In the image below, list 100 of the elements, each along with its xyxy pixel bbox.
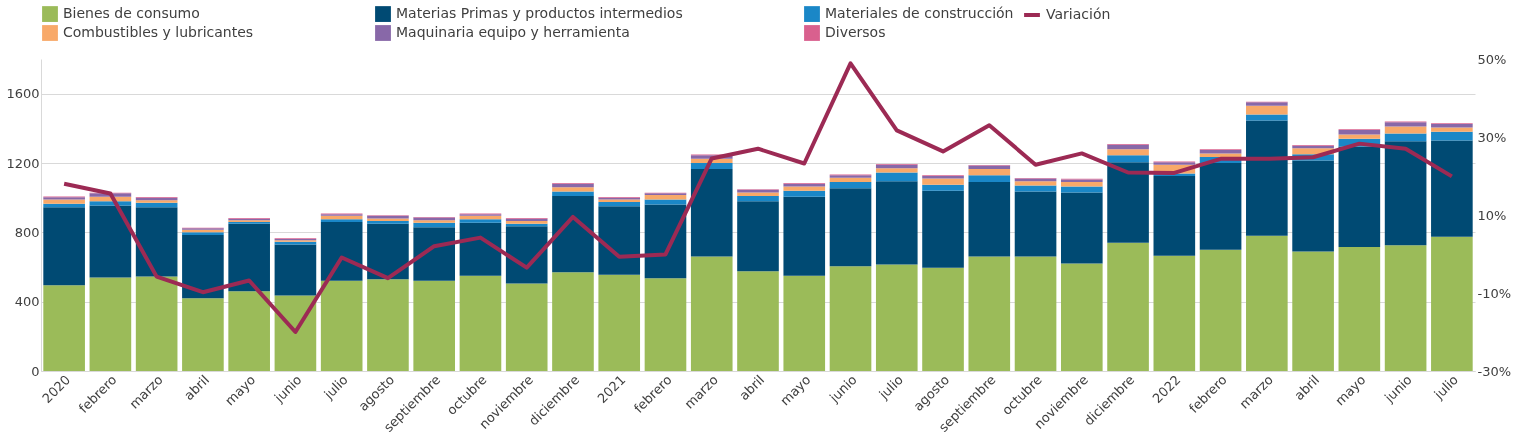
bar	[228, 223, 270, 292]
bar	[228, 291, 270, 371]
bar	[922, 184, 964, 191]
bar	[922, 190, 964, 268]
bar	[690, 169, 733, 257]
bar	[459, 222, 502, 276]
y-tick-label: 800	[14, 224, 40, 240]
bar	[968, 182, 1011, 257]
bar	[875, 164, 918, 169]
bar	[783, 275, 826, 371]
y-tick-label: 0	[31, 363, 40, 379]
bar	[552, 195, 594, 273]
bar	[367, 223, 409, 280]
bar	[922, 178, 964, 185]
bar	[1384, 141, 1427, 246]
bar	[89, 277, 132, 371]
legend-label: Variación	[1046, 6, 1111, 22]
bar	[459, 219, 502, 223]
bar	[737, 195, 779, 202]
y2-tick-label: 30%	[1477, 129, 1507, 145]
bar	[413, 227, 456, 281]
bar	[783, 190, 826, 197]
bar	[1107, 144, 1149, 150]
y-tick-label: 400	[14, 294, 40, 310]
bar	[1153, 176, 1196, 256]
line-series	[62, 61, 1454, 334]
bar	[1107, 149, 1149, 156]
bar	[1107, 242, 1149, 371]
bar	[1014, 191, 1057, 257]
bar	[1246, 114, 1288, 121]
bar	[552, 191, 594, 196]
bar	[829, 177, 872, 183]
bar	[43, 207, 85, 286]
bar	[320, 219, 363, 222]
bar	[1338, 134, 1381, 139]
legend-label: Bienes de consumo	[63, 5, 200, 22]
bar	[1107, 155, 1149, 163]
bar	[43, 285, 85, 371]
bar	[968, 256, 1011, 371]
y-tick-label: 1200	[6, 155, 40, 171]
bar	[1014, 181, 1057, 186]
bar	[737, 271, 779, 371]
bar	[644, 278, 687, 371]
bar	[135, 202, 178, 208]
bar	[552, 183, 594, 188]
bar	[1292, 251, 1334, 371]
y2-tick-label: 10%	[1477, 207, 1507, 223]
bar	[320, 280, 363, 371]
bar	[968, 169, 1011, 176]
bar	[1246, 105, 1288, 115]
bar	[1338, 247, 1381, 371]
bar	[737, 201, 779, 272]
bar	[598, 274, 641, 371]
bar	[922, 267, 964, 371]
legend-label: Diversos	[825, 24, 886, 40]
bar	[829, 266, 872, 371]
bar	[875, 181, 918, 265]
bar	[1246, 235, 1288, 371]
legend-label: Materias Primas y productos intermedios	[396, 5, 683, 22]
bar	[598, 202, 641, 207]
bar	[182, 298, 224, 371]
bar	[552, 272, 594, 371]
y2-tick-label: -10%	[1477, 285, 1512, 301]
bar	[875, 168, 918, 173]
legend-label: Materiales de construcción	[825, 5, 1014, 22]
y2-tick-label: 50%	[1477, 51, 1507, 67]
bar	[829, 188, 872, 267]
bar	[552, 187, 594, 192]
bar	[1060, 192, 1103, 264]
bar	[1060, 263, 1103, 371]
bar	[505, 283, 548, 371]
bar	[1431, 127, 1473, 132]
bar	[690, 256, 733, 371]
bar	[1014, 256, 1057, 371]
legend-label: Combustibles y lubricantes	[63, 24, 254, 40]
bar	[1060, 186, 1103, 193]
bar	[1199, 163, 1242, 250]
bar	[274, 244, 317, 296]
bar	[829, 182, 872, 189]
bar	[1431, 140, 1473, 237]
bar	[598, 206, 641, 275]
bar	[783, 186, 826, 191]
bar	[1431, 236, 1473, 371]
bar	[135, 276, 178, 371]
bar	[413, 222, 456, 228]
bar	[783, 196, 826, 276]
bar	[367, 279, 409, 371]
bar	[875, 172, 918, 182]
bar	[1014, 185, 1057, 192]
bar	[1246, 120, 1288, 236]
bar	[1431, 131, 1473, 141]
bar	[644, 199, 687, 205]
y-tick-label: 1600	[6, 86, 40, 102]
bar	[1153, 255, 1196, 371]
bar	[644, 195, 687, 200]
bar	[1384, 245, 1427, 371]
bar	[1107, 162, 1149, 243]
bar	[182, 234, 224, 299]
bar	[968, 175, 1011, 183]
bar	[1384, 126, 1427, 134]
